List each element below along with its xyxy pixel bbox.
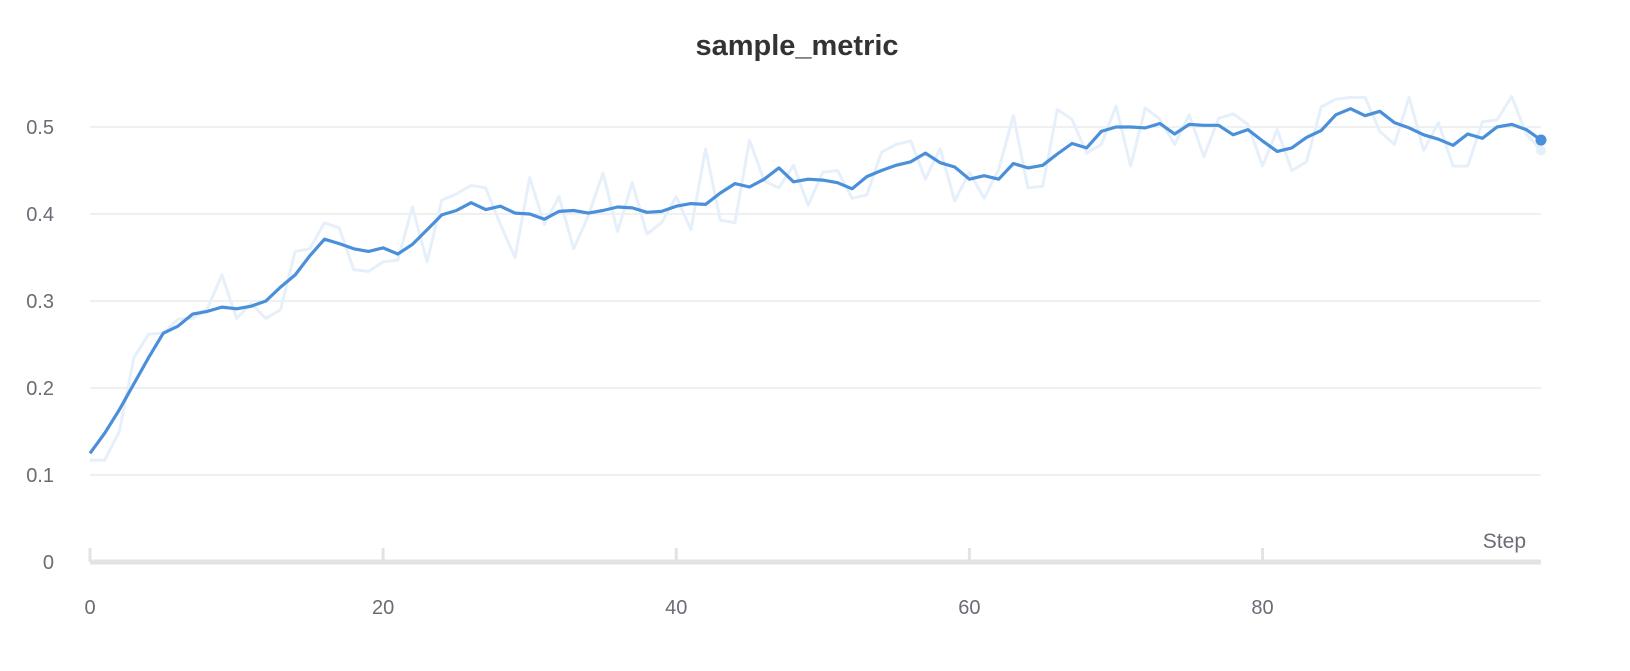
chart-title: sample_metric (695, 30, 898, 62)
raw-series-line (90, 95, 1543, 462)
y-tick-label: 0.3 (26, 291, 54, 313)
y-tick-label: 0 (43, 552, 54, 574)
y-tick-label: 0.1 (26, 465, 54, 487)
smoothed-last-point (1535, 134, 1547, 146)
x-tick-label: 60 (958, 597, 980, 619)
y-tick-label: 0.2 (26, 378, 54, 400)
x-tick-label: 20 (372, 597, 394, 619)
plot-area[interactable] (88, 95, 1547, 462)
x-axis: 0 20 40 60 80 (84, 548, 1541, 619)
y-tick-label: 0.4 (26, 204, 54, 226)
y-axis: 0 0.1 0.2 0.3 0.4 0.5 (26, 117, 54, 574)
x-tick-label: 40 (665, 597, 687, 619)
raw-last-point (1536, 145, 1546, 156)
grid-lines (90, 126, 1541, 476)
smoothed-series-line (88, 107, 1542, 455)
y-tick-label: 0.5 (26, 117, 54, 139)
x-axis-label: Step (1483, 530, 1526, 553)
x-tick-label: 80 (1251, 597, 1273, 619)
x-tick-label: 0 (84, 597, 95, 619)
